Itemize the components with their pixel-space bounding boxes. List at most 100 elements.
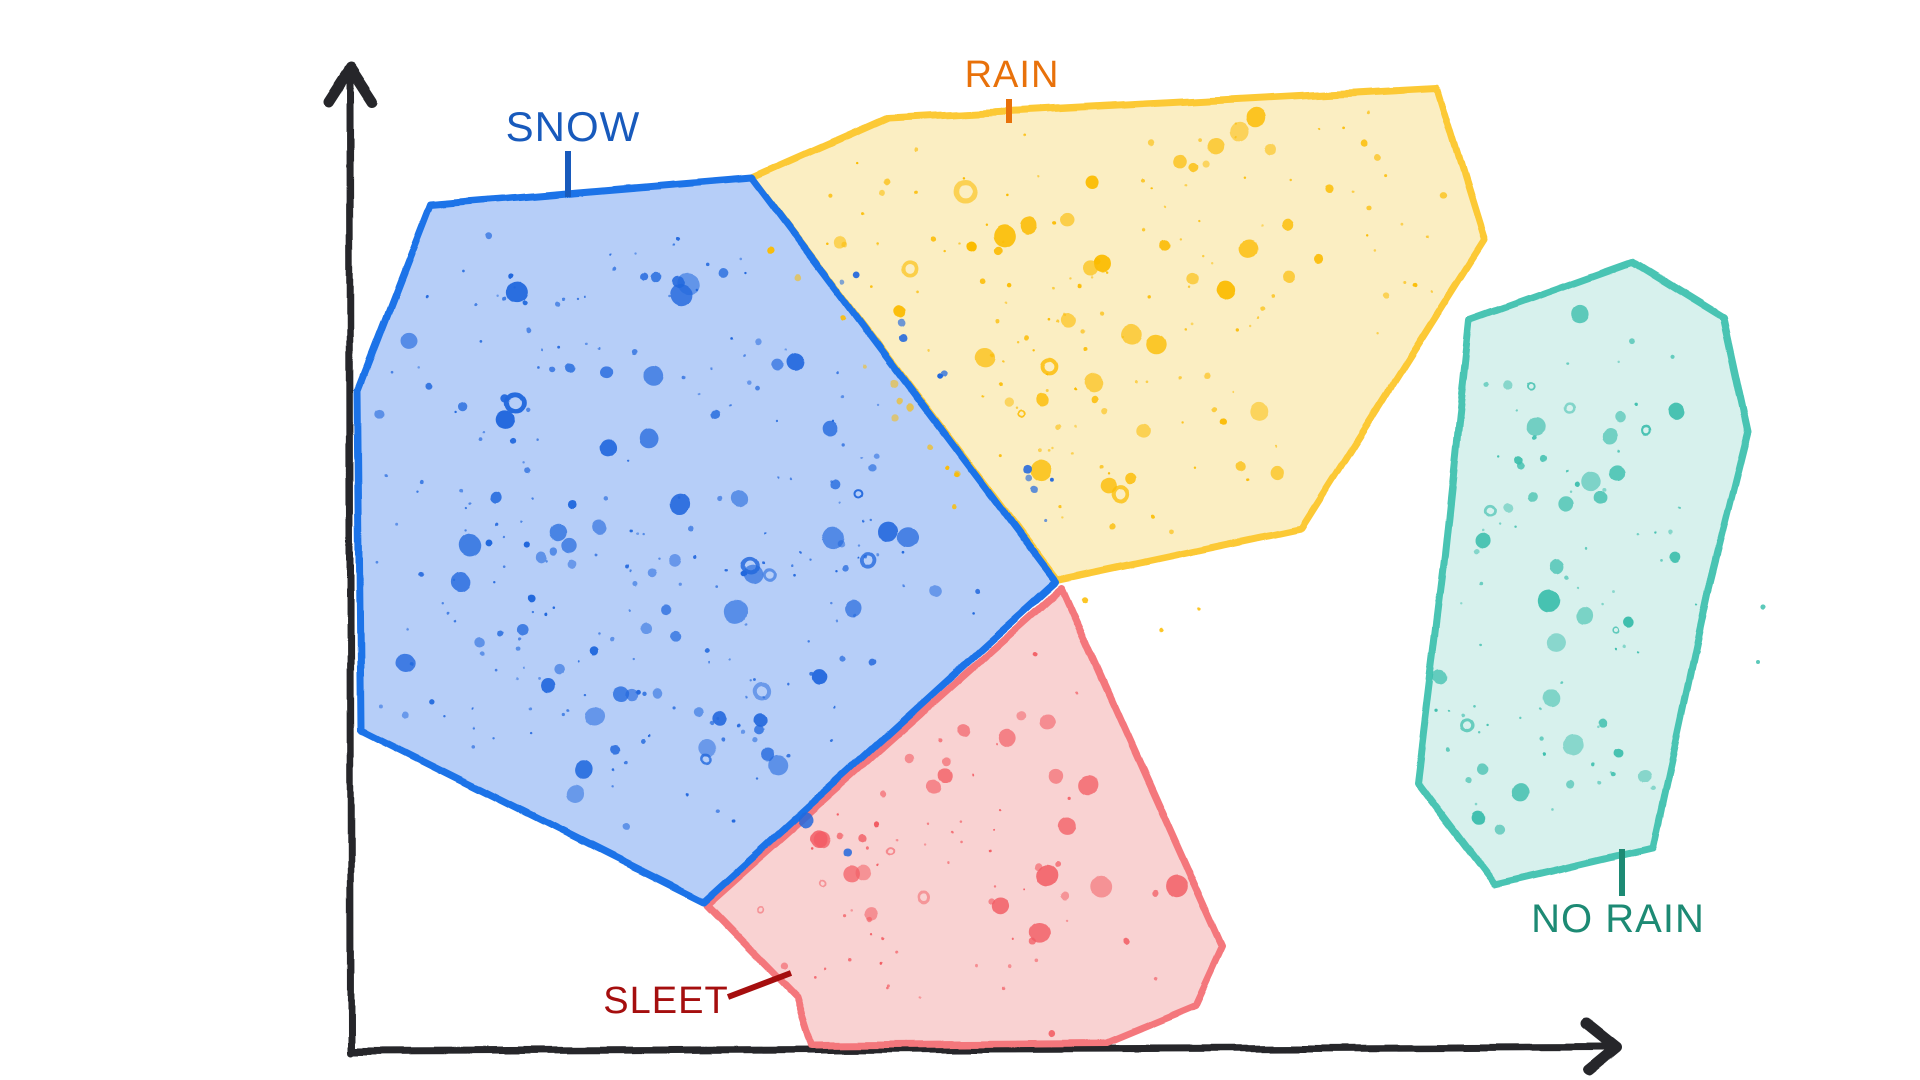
data-dot [562, 712, 566, 716]
data-dot [971, 772, 974, 775]
data-dot [1404, 281, 1408, 285]
data-dot [718, 497, 724, 503]
data-dot [599, 366, 613, 380]
data-dot [728, 658, 732, 661]
data-dot [1020, 216, 1039, 234]
data-dot [584, 295, 587, 299]
data-dot [715, 586, 719, 589]
data-dot [544, 613, 548, 618]
data-dot [876, 552, 880, 556]
data-dot [1678, 507, 1681, 511]
data-dot [495, 409, 515, 429]
data-dot [1439, 192, 1447, 200]
data-dot [522, 301, 528, 307]
data-dot [930, 235, 937, 242]
data-dot [485, 538, 493, 546]
data-dot [480, 436, 485, 441]
data-dot [1184, 184, 1188, 187]
data-dot [799, 552, 802, 555]
data-dot [972, 610, 975, 614]
data-dot [1599, 718, 1609, 729]
data-dot [1479, 732, 1483, 735]
data-dot [599, 438, 618, 457]
snow-region [354, 174, 1060, 906]
data-dot [868, 465, 877, 474]
data-dot [631, 580, 637, 587]
data-dot [923, 843, 926, 847]
data-dot [1235, 462, 1245, 473]
data-dot [553, 664, 564, 675]
data-dot [454, 410, 458, 413]
data-dot [762, 561, 766, 565]
data-dot [1245, 478, 1249, 482]
data-dot [1611, 626, 1620, 635]
data-dot [981, 396, 984, 400]
data-dot [536, 552, 548, 563]
data-dot [1577, 587, 1580, 590]
data-dot [707, 661, 710, 665]
data-dot [1017, 339, 1020, 343]
data-dot [998, 808, 1002, 812]
data-dot [521, 667, 524, 670]
data-dot [1159, 241, 1171, 253]
data-dot [937, 373, 944, 380]
data-dot [497, 294, 500, 297]
data-dot [1101, 406, 1108, 413]
data-dot [1526, 491, 1537, 502]
data-dot [1425, 236, 1429, 240]
data-dot [1072, 424, 1076, 428]
data-dot [1078, 283, 1083, 288]
data-dot [1520, 717, 1523, 721]
norain-dots [1432, 304, 1699, 835]
sleet-region [703, 584, 1227, 1049]
data-dot [1592, 761, 1596, 766]
data-dot [1542, 751, 1546, 755]
data-dot [1031, 459, 1053, 482]
data-dot [502, 565, 506, 568]
data-dot [1062, 312, 1067, 316]
data-dot [1634, 403, 1639, 408]
data-dot [854, 270, 862, 278]
data-dot [1239, 240, 1258, 258]
stray-dot [1760, 604, 1766, 610]
data-dot [378, 704, 383, 709]
data-dot [1621, 644, 1625, 648]
data-dot [564, 361, 575, 372]
data-dot [1502, 380, 1513, 391]
data-dot [1003, 359, 1006, 363]
data-dot [753, 677, 756, 681]
boundary-mixed-dots [766, 247, 1055, 523]
sleet-label: SLEET [603, 980, 729, 1022]
data-dot [610, 636, 615, 642]
data-dot [1527, 417, 1547, 437]
data-dot [856, 543, 860, 546]
data-dot [1544, 689, 1561, 707]
data-dot [406, 626, 409, 629]
data-dot [710, 719, 715, 725]
data-dot [926, 778, 941, 793]
data-dot [775, 419, 779, 423]
data-dot [415, 488, 419, 492]
data-dot [1061, 212, 1076, 227]
data-dot [529, 706, 533, 710]
data-dot [1366, 206, 1372, 212]
data-dot [928, 583, 941, 597]
data-dot [1318, 127, 1321, 130]
data-dot [1533, 435, 1538, 440]
data-dot [1089, 394, 1098, 402]
data-dot [480, 650, 486, 656]
data-dot [1569, 490, 1573, 493]
data-dot [1575, 609, 1593, 626]
data-dot [494, 522, 498, 526]
data-dot [1512, 526, 1515, 529]
data-dot [863, 907, 877, 921]
data-dot [869, 933, 873, 936]
data-dot [991, 829, 995, 832]
data-dot [744, 271, 747, 274]
data-dot [540, 678, 555, 693]
data-dot [631, 347, 638, 354]
data-dot [1610, 464, 1627, 481]
data-dot [1614, 748, 1624, 758]
